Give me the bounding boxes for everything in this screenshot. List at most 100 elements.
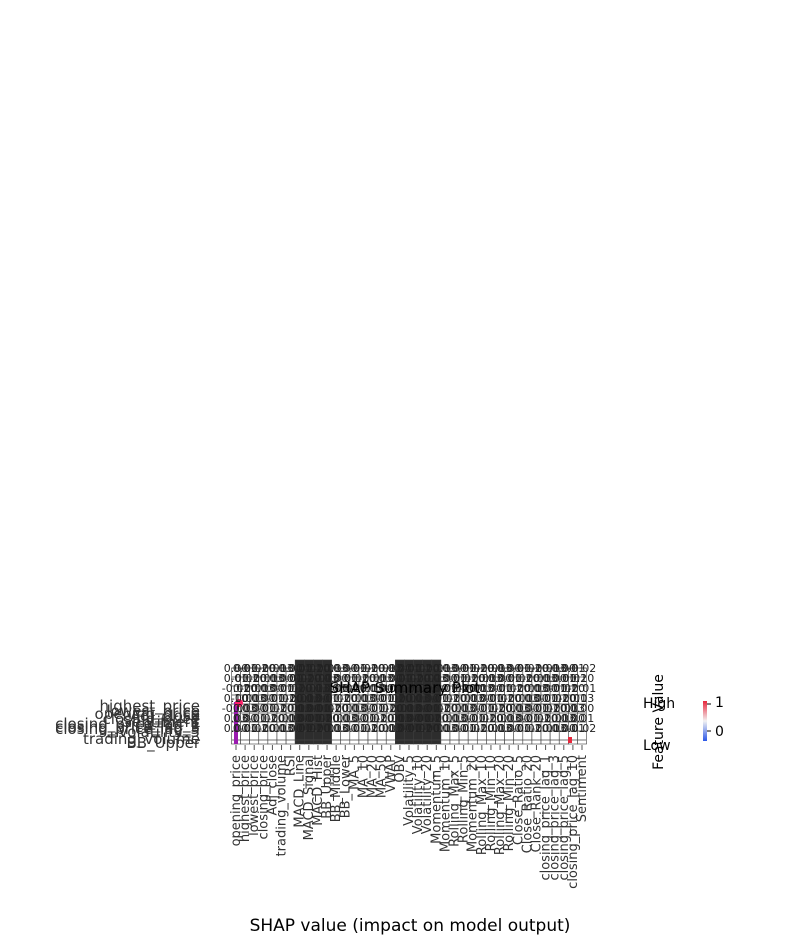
cell-value-label: -0.01	[377, 712, 405, 725]
cell-value-label: 0.01	[242, 712, 267, 725]
x-tick-label: Close_Rank_20	[529, 755, 544, 852]
cell-value-label: 0.03	[251, 682, 276, 695]
cell-value-label: 0.01	[233, 662, 258, 675]
cell-value-label: 0.10	[433, 702, 458, 715]
cell-value-label: -0.02	[304, 712, 332, 725]
x-tick-label: VWAP	[384, 755, 399, 793]
cell-value-label: -0.01	[459, 682, 487, 695]
cell-value-label: -0.01	[431, 712, 459, 725]
x-tick-label: BB_Upper	[320, 754, 335, 818]
cell-value-label: -0.02	[413, 712, 441, 725]
cell-value-label: 0.10	[360, 662, 385, 675]
cell-value-label: 0.01	[561, 662, 586, 675]
y-tick-label: Volatility_5	[118, 723, 200, 742]
cell-value-label: 0.01	[388, 672, 413, 685]
cell-value-label: 0.01	[360, 702, 385, 715]
cell-value-label: 0.03	[342, 702, 367, 715]
cell-value-label: -0.01	[258, 662, 286, 675]
cell-value-label: 0.03	[360, 682, 385, 695]
cell-value-label: -0.02	[313, 702, 341, 715]
cell-value-label: -0.01	[422, 662, 450, 675]
cell-value-label: 0.03	[242, 692, 267, 705]
x-tick-label: lowest_price	[247, 755, 262, 836]
cell-value-label: 0.01	[278, 672, 303, 685]
cell-value-label: 0.00	[342, 712, 367, 725]
x-tick-label: MA_50	[375, 755, 390, 798]
x-tick-label: closing_price_lag_3	[548, 755, 563, 881]
cell-value-label: 0.10	[479, 712, 504, 725]
cell-value-label: -0.01	[559, 692, 587, 705]
cell-value-label: -0.01	[531, 722, 559, 735]
cell-value-label: 0.00	[442, 662, 467, 675]
cell-value-label: -0.01	[540, 712, 568, 725]
cell-value-label: -0.01	[422, 722, 450, 735]
cell-value-label: -0.02	[395, 672, 423, 685]
x-tick-label: Volatility_10	[411, 755, 426, 834]
cell-value-label: 0.00	[333, 662, 358, 675]
cell-value-label: -0.02	[422, 702, 450, 715]
y-tick-label: Sentiment	[122, 713, 200, 731]
cell-value-label: 0.03	[561, 702, 586, 715]
cell-value-label: 0.10	[470, 662, 495, 675]
cell-value-label: 0.00	[397, 712, 422, 725]
cell-value-label: 0.01	[515, 712, 540, 725]
cell-value-label: 0.01	[369, 692, 394, 705]
cell-value-label: 0.01	[451, 722, 476, 735]
cell-value-label: 0.03	[260, 672, 285, 685]
cell-value-label: 0.10	[324, 702, 349, 715]
cell-value-label: 0.10	[552, 692, 577, 705]
cell-value-label: 0.10	[488, 702, 513, 715]
cell-value-label: -0.02	[513, 722, 541, 735]
cell-value-label: -0.02	[231, 672, 259, 685]
cell-value-label: 0.03	[269, 662, 294, 675]
cell-value-label: 0.03	[442, 712, 467, 725]
cell-value-label: -0.01	[367, 722, 395, 735]
cell-value-label: -0.02	[349, 662, 377, 675]
cell-value-label: 0.10	[542, 702, 567, 715]
cell-value-label: 0.10	[269, 702, 294, 715]
cell-value-label: 0.01	[287, 662, 312, 675]
x-tick-label: Close_Ratio_5	[511, 755, 526, 845]
cell-value-label: 0.00	[251, 692, 276, 705]
cell-value-label: -0.02	[404, 662, 432, 675]
cell-value-label: -0.02	[276, 682, 304, 695]
cell-value-label: -0.01	[304, 672, 332, 685]
x-tick-label: closing_price	[256, 755, 271, 839]
cell-value-label: -0.02	[258, 702, 286, 715]
x-tick-label: BB_Middle	[329, 755, 344, 822]
cell-value-label: 0.03	[533, 672, 558, 685]
cell-value-label: 0.10	[424, 712, 449, 725]
cell-value-label: 0.01	[451, 662, 476, 675]
cell-value-label: -0.01	[395, 692, 423, 705]
cell-value-label: 0.10	[333, 692, 358, 705]
cell-value-label: -0.02	[513, 662, 541, 675]
cell-value-label: 0.01	[506, 662, 531, 675]
cell-value-label: 0.01	[297, 712, 322, 725]
cell-value-label: 0.00	[278, 722, 303, 735]
cell-value-label: 0.00	[515, 702, 540, 715]
cell-value-label: -0.01	[550, 702, 578, 715]
cell-value-label: 0.01	[470, 702, 495, 715]
x-tick-label: Rolling_Min_20	[502, 755, 517, 851]
cell-value-label: -0.01	[313, 722, 341, 735]
cell-value-label: -0.02	[349, 722, 377, 735]
y-tick-label: BB_Upper	[127, 734, 201, 753]
cell-value-label: -0.02	[377, 692, 405, 705]
cell-value-label: 0.01	[479, 692, 504, 705]
cell-value-label: -0.01	[568, 682, 596, 695]
cell-value-label: -0.02	[568, 662, 596, 675]
magenta-bar	[234, 702, 238, 744]
cell-value-label: 0.00	[415, 692, 440, 705]
cell-value-label: -0.01	[449, 692, 477, 705]
cell-value-label: -0.02	[222, 682, 250, 695]
cell-value-label: -0.02	[468, 712, 496, 725]
y-tick-label: Adj_close	[130, 707, 200, 726]
colorbar: 1 0 High Low Feature Value	[643, 674, 724, 770]
cell-value-label: 0.10	[415, 722, 440, 735]
x-tick-label: Close_Ratio_20	[520, 755, 535, 853]
cell-value-label: 0.01	[406, 712, 431, 725]
cell-value-label: 0.00	[287, 712, 312, 725]
cell-value-label: 0.01	[269, 682, 294, 695]
cell-value-label: 0.00	[224, 662, 249, 675]
cell-value-label: 0.10	[442, 692, 467, 705]
